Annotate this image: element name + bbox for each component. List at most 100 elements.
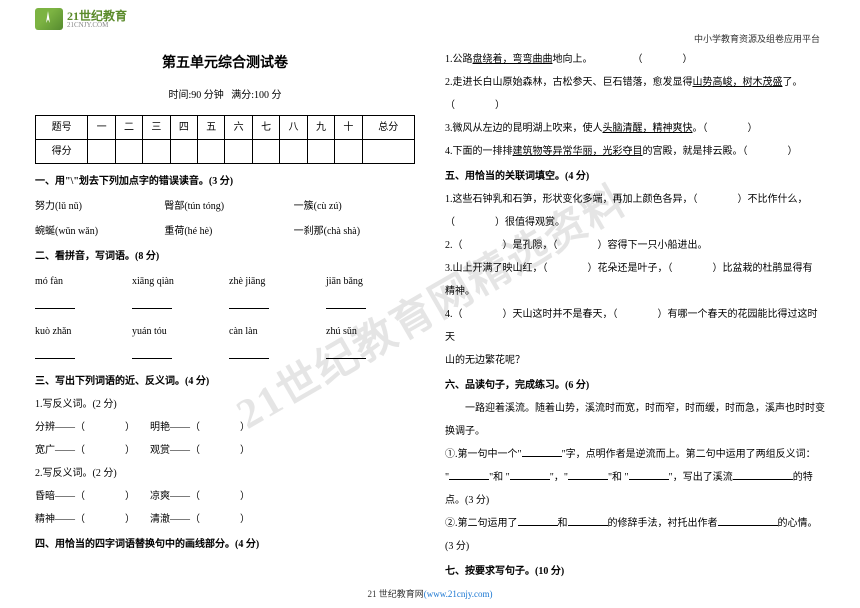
header-platform: 中小学教育资源及组卷应用平台 xyxy=(694,32,820,45)
sc-4 xyxy=(170,140,197,164)
score-table: 题号 一 二 三 四 五 六 七 八 九 十 总分 得分 xyxy=(35,115,415,164)
b1 xyxy=(35,295,124,318)
b7 xyxy=(229,345,318,368)
row-label: 得分 xyxy=(36,140,88,164)
s2-blanks2 xyxy=(35,345,415,368)
th-2: 二 xyxy=(115,116,142,140)
section-5-heading: 五、用恰当的关联词填空。(4 分) xyxy=(445,165,825,188)
s5-3: 3.山上开满了映山红，（）花朵还是叶子，（）比盆栽的杜鹃显得有 xyxy=(445,257,825,280)
time-limit: 时间:90 分钟 xyxy=(168,90,223,101)
s6-q2b: (3 分) xyxy=(445,535,825,558)
s2-blanks1 xyxy=(35,295,415,318)
s2-r1-a: mó fàn xyxy=(35,270,124,293)
s2-r2-b: yuán tóu xyxy=(132,320,221,343)
table-score-row: 得分 xyxy=(36,140,415,164)
th-9: 九 xyxy=(307,116,334,140)
th-8: 八 xyxy=(280,116,307,140)
logo-sub: 21CNJY.COM xyxy=(67,22,127,29)
footer-url: (www.21cnjy.com) xyxy=(424,589,493,599)
s2-r1-b: xiāng qiàn xyxy=(132,270,221,293)
th-label: 题号 xyxy=(36,116,88,140)
left-column: 第五单元综合测试卷 时间:90 分钟 满分:100 分 题号 一 二 三 四 五… xyxy=(35,48,415,578)
logo-text: 21世纪教育 21CNJY.COM xyxy=(67,10,127,29)
b2 xyxy=(132,295,221,318)
s1-r1-a: 努力(lǔ nǔ) xyxy=(35,195,156,218)
s2-r2-a: kuò zhǎn xyxy=(35,320,124,343)
content-area: 第五单元综合测试卷 时间:90 分钟 满分:100 分 题号 一 二 三 四 五… xyxy=(35,48,825,578)
s1-r2-a: 蜿蜒(wǔn wǎn) xyxy=(35,220,156,243)
table-header-row: 题号 一 二 三 四 五 六 七 八 九 十 总分 xyxy=(36,116,415,140)
sc-total xyxy=(362,140,414,164)
s1-row1: 努力(lǔ nǔ) 臀部(tún tóng) 一簇(cù zú) xyxy=(35,195,415,218)
s2-row2: kuò zhǎn yuán tóu càn làn zhú sǔn xyxy=(35,320,415,343)
th-7: 七 xyxy=(252,116,279,140)
b4 xyxy=(326,295,415,318)
s1-r2-c: 一刹那(chà shà) xyxy=(294,220,415,243)
sc-5 xyxy=(198,140,225,164)
section-4-heading: 四、用恰当的四字词语替换句中的画线部分。(4 分) xyxy=(35,533,415,556)
sc-3 xyxy=(143,140,170,164)
s5-1b: （）很值得观赏。 xyxy=(445,211,825,234)
full-score: 满分:100 分 xyxy=(231,90,281,101)
s6-q1: ①.第一句中一个""字，点明作者是逆流而上。第二句中运用了两组反义词： xyxy=(445,443,825,466)
sc-6 xyxy=(225,140,252,164)
th-5: 五 xyxy=(198,116,225,140)
sc-10 xyxy=(335,140,362,164)
b6 xyxy=(132,345,221,368)
b8 xyxy=(326,345,415,368)
section-1-heading: 一、用"\"划去下列加点字的错误读音。(3 分) xyxy=(35,170,415,193)
s2-r2-c: càn làn xyxy=(229,320,318,343)
b3 xyxy=(229,295,318,318)
s6-intro: 一路迎着溪流。随着山势，溪流时而宽，时而窄，时而缓，时而急，溪声也时时变换调子。 xyxy=(445,397,825,443)
th-3: 三 xyxy=(143,116,170,140)
section-2-heading: 二、看拼音，写词语。(8 分) xyxy=(35,245,415,268)
s3-r2a: 昏暗——（） 凉爽——（） xyxy=(35,485,415,508)
section-7-heading: 七、按要求写句子。(10 分) xyxy=(445,560,825,583)
s3-r1b: 宽广——（） 观赏——（） xyxy=(35,439,415,462)
exam-subtitle: 时间:90 分钟 满分:100 分 xyxy=(35,84,415,107)
th-1: 一 xyxy=(88,116,115,140)
s2-r1-c: zhè jiāng xyxy=(229,270,318,293)
s5-4b: 山的无边繁花呢？ xyxy=(445,349,825,372)
footer: 21 世纪教育网(www.21cnjy.com) xyxy=(0,587,860,600)
footer-text: 21 世纪教育网 xyxy=(367,589,423,599)
s2-r1-d: jiān bǎng xyxy=(326,270,415,293)
s5-1: 1.这些石钟乳和石笋，形状变化多端，再加上颜色各异，（）不比作什么， xyxy=(445,188,825,211)
sc-1 xyxy=(88,140,115,164)
sc-8 xyxy=(280,140,307,164)
sc-9 xyxy=(307,140,334,164)
logo-icon xyxy=(35,8,63,30)
exam-title: 第五单元综合测试卷 xyxy=(35,48,415,80)
section-6-heading: 六、品读句子，完成练习。(6 分) xyxy=(445,374,825,397)
b5 xyxy=(35,345,124,368)
s3-sub2: 2.写反义词。(2 分) xyxy=(35,462,415,485)
s4-2: 2.走进长白山原始森林，古松参天、巨石错落，愈发显得山势高峻，树木茂盛了。 xyxy=(445,71,825,94)
s4-4: 4.下面的一排排建筑物等异常华丽，光彩夺目的宫殿，就是排云殿。（） xyxy=(445,140,825,163)
s4-3: 3.微风从左边的昆明湖上吹来，使人头脑清醒，精神爽快。（） xyxy=(445,117,825,140)
s5-3b: 精神。 xyxy=(445,280,825,303)
logo-main: 21世纪教育 xyxy=(67,10,127,22)
s6-q1b: ""和 ""，""和 ""，写出了溪流的特点。(3 分) xyxy=(445,466,825,512)
s1-r1-b: 臀部(tún tóng) xyxy=(164,195,285,218)
right-column: 1.公路盘绕着，弯弯曲曲地向上。（） 2.走进长白山原始森林，古松参天、巨石错落… xyxy=(445,48,825,578)
s3-r1a: 分辨——（） 明艳——（） xyxy=(35,416,415,439)
s3-sub1: 1.写反义词。(2 分) xyxy=(35,393,415,416)
sc-2 xyxy=(115,140,142,164)
th-10: 十 xyxy=(335,116,362,140)
th-total: 总分 xyxy=(362,116,414,140)
s1-r1-c: 一簇(cù zú) xyxy=(294,195,415,218)
section-3-heading: 三、写出下列词语的近、反义词。(4 分) xyxy=(35,370,415,393)
s1-row2: 蜿蜒(wǔn wǎn) 重荷(hé hè) 一刹那(chà shà) xyxy=(35,220,415,243)
s2-r2-d: zhú sǔn xyxy=(326,320,415,343)
s2-row1: mó fàn xiāng qiàn zhè jiāng jiān bǎng xyxy=(35,270,415,293)
s4-1: 1.公路盘绕着，弯弯曲曲地向上。（） xyxy=(445,48,825,71)
s4-2p: （） xyxy=(445,94,825,117)
s6-q2: ②.第二句运用了和的修辞手法，衬托出作者的心情。 xyxy=(445,512,825,535)
s1-r2-b: 重荷(hé hè) xyxy=(164,220,285,243)
logo: 21世纪教育 21CNJY.COM xyxy=(35,8,127,30)
th-6: 六 xyxy=(225,116,252,140)
s3-r2b: 精神——（） 清澈——（） xyxy=(35,508,415,531)
s5-2: 2.（）是孔隙，（）容得下一只小船进出。 xyxy=(445,234,825,257)
s5-4: 4.（）天山这时并不是春天，（）有哪一个春天的花园能比得过这时天 xyxy=(445,303,825,349)
sc-7 xyxy=(252,140,279,164)
